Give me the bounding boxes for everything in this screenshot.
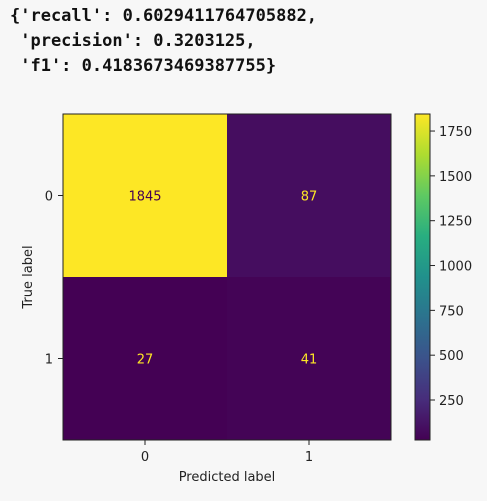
colorbar-tick-label: 1750 — [439, 125, 472, 140]
colorbar-tick-label: 1250 — [439, 215, 472, 230]
heatmap-cells — [63, 114, 391, 440]
heatmap-cell-1-0 — [63, 277, 227, 440]
heatmap-cell-label-0-0: 1845 — [128, 190, 161, 205]
metrics-line-recall: {'recall': 0.6029411764705882, — [10, 6, 318, 26]
heatmap-cell-label-0-1: 87 — [301, 190, 318, 205]
metrics-output: {'recall': 0.6029411764705882, 'precisio… — [10, 4, 317, 79]
colorbar — [414, 113, 431, 441]
x-tick-label: 0 — [141, 450, 149, 465]
colorbar-tick-label: 1500 — [439, 170, 472, 185]
colorbar-ticks: 250 500 750 1000 1250 1500 1750 — [430, 125, 472, 409]
heatmap-cell-1-1 — [227, 277, 391, 440]
metrics-line-precision: 'precision': 0.3203125, — [10, 31, 256, 51]
y-axis-label: True label — [21, 245, 36, 309]
y-tick-label: 1 — [45, 353, 53, 368]
y-tick-label: 0 — [45, 190, 53, 205]
x-tick-label: 1 — [305, 450, 313, 465]
heatmap-cell-0-1 — [227, 114, 391, 277]
colorbar-tick-label: 250 — [439, 394, 464, 409]
colorbar-tick-label: 500 — [439, 349, 464, 364]
colorbar-tick-label: 1000 — [439, 260, 472, 275]
heatmap-cell-labels: 1845 87 27 41 — [128, 190, 317, 368]
heatmap-cell-0-0 — [63, 114, 227, 277]
plot-frame — [62, 113, 392, 441]
x-axis-label: Predicted label — [179, 470, 276, 485]
heatmap-cell-label-1-0: 27 — [137, 353, 154, 368]
metrics-line-f1: 'f1': 0.4183673469387755} — [10, 56, 277, 76]
heatmap-cell-label-1-1: 41 — [301, 353, 318, 368]
colorbar-tick-label: 750 — [439, 304, 464, 319]
y-axis-ticks: 01 — [45, 190, 63, 368]
